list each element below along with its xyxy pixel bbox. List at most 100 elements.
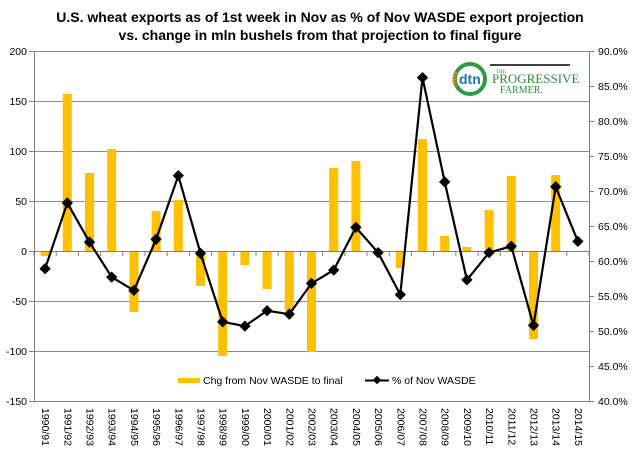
right-tick-label: 75.0%: [598, 151, 628, 163]
x-tick-label: 1990/91: [39, 408, 51, 446]
logo-progressive-text: PROGRESSIVE: [492, 71, 579, 86]
left-tick-label: -100: [6, 346, 27, 358]
bar: [62, 94, 72, 251]
bar: [129, 251, 139, 312]
left-tick-label: 0: [21, 246, 27, 258]
bar: [173, 200, 183, 251]
bar: [506, 176, 516, 251]
x-tick-label: 2007/08: [417, 408, 429, 446]
x-tick-label: 1997/98: [195, 408, 207, 446]
x-tick-label: 1994/95: [128, 408, 140, 446]
line-marker: [305, 277, 318, 290]
line-marker: [572, 235, 584, 248]
left-tick-label: -150: [6, 396, 27, 408]
right-tick-label: 40.0%: [598, 396, 628, 408]
bar: [107, 149, 117, 251]
line-marker: [261, 305, 273, 317]
x-tick-label: 2008/09: [439, 408, 451, 446]
left-tick-label: 100: [9, 146, 27, 158]
right-tick-label: 45.0%: [598, 361, 628, 373]
left-tick-label: 50: [15, 196, 27, 208]
x-tick-label: 2014/15: [572, 408, 584, 446]
bar: [418, 139, 427, 251]
line-marker: [194, 247, 207, 259]
legend-label-line: % of Nov WASDE: [392, 375, 476, 387]
bar: [484, 210, 494, 251]
x-tick-label: 2010/11: [483, 408, 495, 445]
line-marker: [239, 320, 251, 332]
line-marker: [394, 288, 406, 301]
line-marker: [217, 316, 229, 328]
x-tick-label: 1996/97: [172, 408, 184, 446]
right-tick-label: 50.0%: [598, 326, 628, 338]
x-tick-label: 1999/00: [239, 408, 251, 446]
bar: [307, 251, 316, 352]
line-marker: [39, 263, 51, 275]
legend: Chg from Nov WASDE to final % of Nov WAS…: [178, 375, 476, 387]
bar: [196, 251, 205, 286]
x-tick-label: 2013/14: [550, 408, 562, 446]
bar: [395, 251, 405, 268]
left-axis-ticks: 200 150 100 50 0 -50 -100 -150: [6, 46, 34, 408]
right-tick-label: 80.0%: [598, 116, 628, 128]
bar: [551, 175, 561, 251]
left-tick-label: 150: [9, 96, 27, 108]
logo-farmer-text: FARMER.: [500, 85, 543, 96]
bar: [40, 251, 50, 256]
bar: [262, 251, 272, 289]
line-marker: [416, 71, 429, 84]
bar: [462, 247, 472, 251]
logo-ring-orange: [452, 71, 458, 87]
bar-series: [40, 94, 561, 356]
bar: [240, 251, 250, 265]
chart-subtitle: vs. change in mln bushels from that proj…: [118, 27, 522, 43]
x-tick-label: 2002/03: [306, 408, 318, 446]
x-tick-label: 2006/07: [394, 408, 406, 446]
line-series: [39, 71, 584, 332]
chart-title-line1: U.S. wheat exports as of 1st week in Nov…: [56, 9, 584, 25]
left-tick-label: -50: [12, 296, 27, 308]
logo-the-text: THE: [496, 70, 506, 75]
right-tick-label: 90.0%: [598, 46, 628, 58]
bar: [351, 161, 361, 251]
legend-label-bars: Chg from Nov WASDE to final: [203, 375, 343, 387]
x-tick-label: 2011/12: [505, 408, 517, 445]
bar: [440, 236, 450, 251]
logo-dtn-text: dtn: [459, 71, 481, 87]
bar: [218, 251, 228, 356]
right-tick-label: 70.0%: [598, 186, 628, 198]
bar: [284, 251, 294, 311]
x-tick-label: 2009/10: [461, 408, 473, 446]
line-marker: [328, 264, 340, 276]
chart-title: U.S. wheat exports as of 1st week in Nov…: [0, 8, 640, 44]
line-marker: [61, 197, 73, 209]
line-marker: [439, 176, 451, 188]
line-marker: [283, 308, 295, 320]
line-marker: [172, 169, 184, 182]
x-tick-label: 2004/05: [350, 408, 362, 446]
x-tick-label: 2001/02: [283, 408, 295, 446]
x-tick-label: 2005/06: [372, 408, 384, 446]
x-tick-label: 1993/94: [106, 408, 118, 446]
line-marker: [505, 240, 517, 252]
bar: [151, 211, 161, 251]
line-marker: [150, 233, 162, 245]
bar: [529, 251, 538, 339]
line-marker: [128, 284, 140, 297]
x-tick-label: 1992/93: [84, 408, 96, 446]
line-marker: [350, 221, 362, 234]
right-tick-label: 55.0%: [598, 291, 628, 303]
right-axis-ticks: 90.0% 85.0% 80.0% 75.0% 70.0% 65.0% 60.0% 55.0%…: [589, 46, 628, 408]
right-tick-label: 60.0%: [598, 256, 628, 268]
bar: [85, 173, 94, 251]
left-tick-label: 200: [9, 46, 27, 58]
legend-bar-swatch: [178, 378, 200, 383]
x-tick-label: 1991/92: [61, 408, 73, 446]
x-tick-label: 1998/99: [217, 408, 229, 446]
line-marker: [106, 271, 118, 283]
x-tick-label: 2003/04: [328, 408, 340, 446]
x-tick-label: 1995/96: [150, 408, 162, 446]
line-marker: [550, 181, 562, 193]
right-tick-label: 85.0%: [598, 81, 628, 93]
